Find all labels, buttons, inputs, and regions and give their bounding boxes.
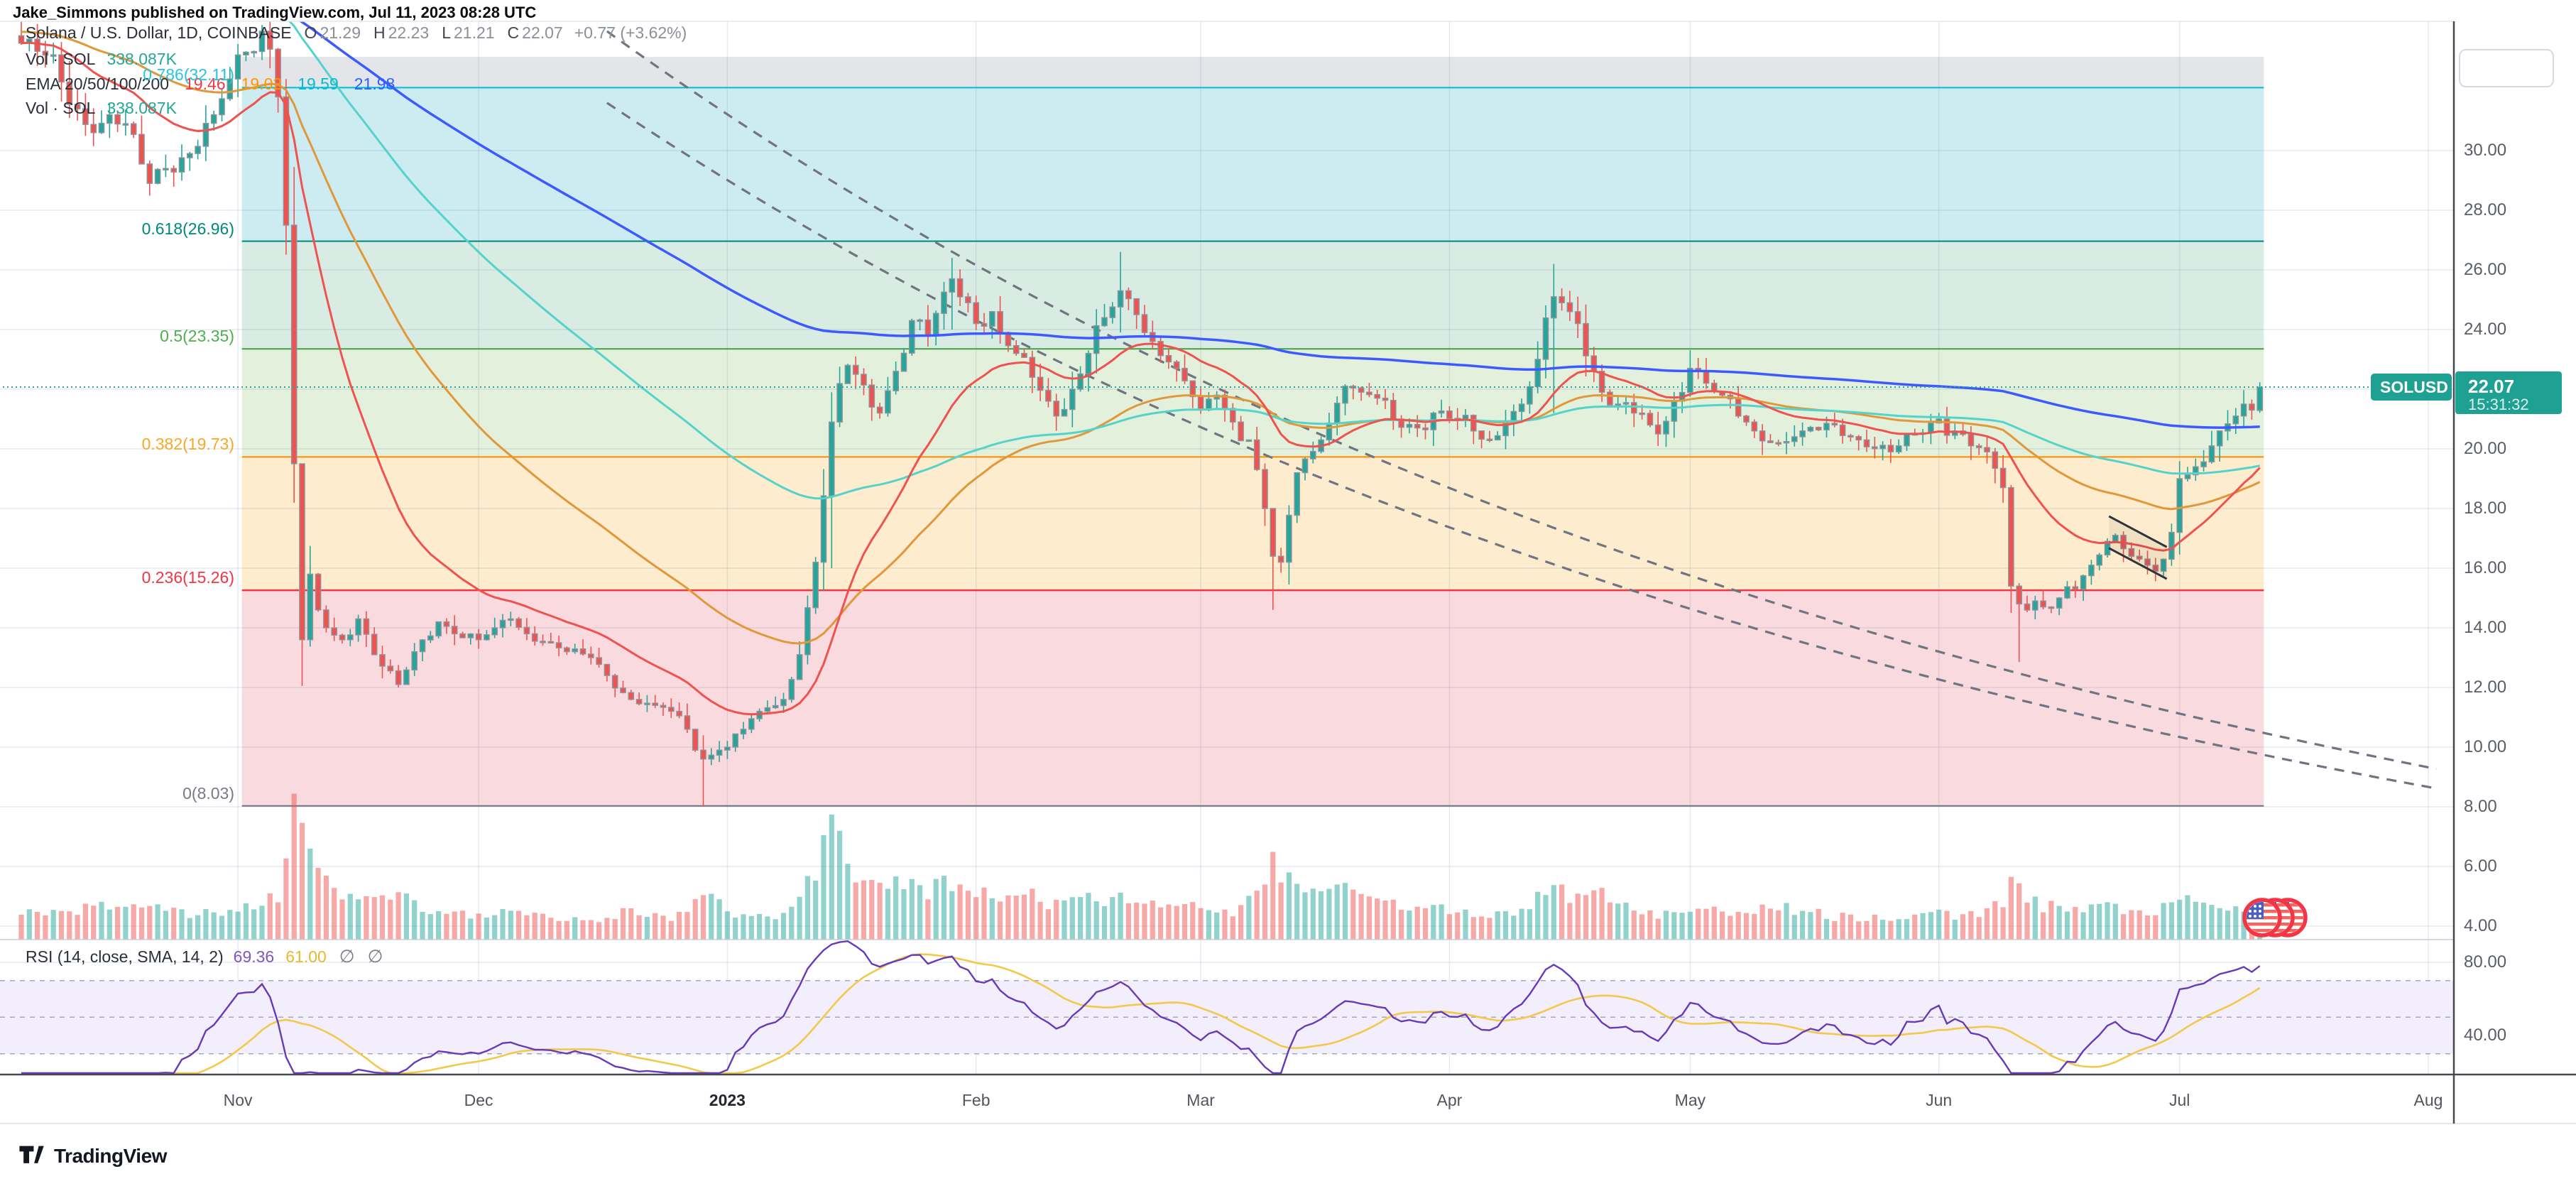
volume-legend-row-2[interactable]: Vol · SOL 338.087K	[26, 99, 177, 118]
fib-retracement-zones	[241, 57, 2264, 806]
rsi-tick: 40.00	[2464, 1026, 2507, 1045]
symbol-legend-row[interactable]: Solana / U.S. Dollar, 1D, COINBASE O 21.29…	[26, 23, 687, 43]
fib-retracement-lines[interactable]	[241, 87, 2264, 807]
time-axis-label: Nov	[223, 1091, 253, 1109]
time-axis-label: 2023	[709, 1091, 746, 1109]
attribution-text: Jake_Simmons published on TradingView.co…	[13, 4, 537, 21]
bull-flag-channel[interactable]	[2108, 515, 2168, 580]
ema-label: EMA 20/50/100/200	[26, 75, 170, 93]
ema-values: 19.46 19.02 19.59 21.98	[169, 75, 395, 93]
ema-value: 19.02	[241, 75, 283, 93]
rsi-tick: 80.00	[2464, 952, 2507, 972]
price-tick: 10.00	[2464, 737, 2507, 756]
change-value: +0.77 (+3.62%)	[574, 23, 687, 42]
price-tick: 24.00	[2464, 320, 2507, 339]
ema-lines	[21, 21, 2261, 716]
price-tick: 16.00	[2464, 558, 2507, 577]
axis-price-tag-bg	[2455, 371, 2562, 415]
time-axis-label: Apr	[1436, 1091, 1463, 1109]
ema-legend-row[interactable]: EMA 20/50/100/200 19.46 19.02 19.59 21.98	[26, 75, 395, 94]
ohlc-number: 22.23	[388, 23, 430, 42]
volume-legend-row[interactable]: Vol · SOL 338.087K	[26, 50, 177, 69]
price-tick: 28.00	[2464, 200, 2507, 219]
pane-borders	[0, 21, 2576, 1124]
time-axis-label: Aug	[2413, 1091, 2443, 1109]
time-axis-label: May	[1674, 1091, 1706, 1109]
rsi-empty-icon-2: ∅	[367, 947, 383, 967]
time-axis-label: Feb	[961, 1091, 990, 1109]
price-tick: 26.00	[2464, 260, 2507, 279]
price-tick: 14.00	[2464, 618, 2507, 637]
ema-value: 19.59	[298, 75, 339, 93]
ohlc-number: 22.07	[522, 23, 563, 42]
candlestick-series	[18, 21, 2264, 807]
fib-level-label: 0.618(26.96)	[141, 219, 234, 238]
bar-countdown-label: 15:31:32	[2468, 396, 2529, 414]
ohlc-number: 21.21	[453, 23, 495, 42]
us-flag-coins-icon	[2242, 898, 2308, 937]
rsi-sma-value: 61.00	[285, 947, 327, 966]
rsi-pane[interactable]	[0, 940, 2454, 1075]
time-axis-label: Mar	[1186, 1091, 1215, 1109]
ema-value: 21.98	[354, 75, 395, 93]
price-tick: 4.00	[2464, 916, 2497, 935]
symbol-price-tag: SOLUSD	[2380, 378, 2448, 397]
ema-value: 19.46	[185, 75, 226, 93]
fib-level-label: 0.786(32.11)	[143, 65, 234, 85]
price-tick: 6.00	[2464, 856, 2497, 876]
ohlc-letter: L	[442, 23, 451, 42]
tradingview-icon	[18, 1142, 47, 1170]
symbol-title: Solana / U.S. Dollar, 1D, COINBASE	[26, 23, 292, 42]
price-tick: 8.00	[2464, 797, 2497, 816]
ohlc-number: 21.29	[320, 23, 361, 42]
descending-trendlines[interactable]	[606, 30, 2437, 790]
axis-empty-label-box	[2459, 49, 2554, 87]
price-tick: 18.00	[2464, 499, 2507, 518]
price-tick: 20.00	[2464, 439, 2507, 458]
time-axis-label: Dec	[464, 1091, 493, 1109]
time-axis-label: Jun	[1926, 1091, 1953, 1109]
ohlc-letter: O	[304, 23, 317, 42]
volume-value-2: 338.087K	[107, 99, 177, 117]
price-tick: 30.00	[2464, 141, 2507, 160]
ohlc-letter: C	[507, 23, 520, 42]
ohlc-values: O 21.29 H 22.23 L 21.21 C 22.07	[292, 23, 563, 42]
fib-level-label: 0(8.03)	[182, 783, 234, 803]
volume-label-2: Vol · SOL	[26, 99, 96, 117]
volume-series	[18, 793, 2263, 940]
fib-level-label: 0.236(15.26)	[141, 568, 234, 587]
time-axis-label: Jul	[2168, 1091, 2190, 1109]
ohlc-letter: H	[373, 23, 386, 42]
fib-level-label: 0.5(23.35)	[160, 327, 234, 346]
tradingview-wordmark: TradingView	[54, 1144, 167, 1167]
rsi-value: 69.36	[233, 947, 275, 966]
rsi-empty-icon: ∅	[339, 947, 355, 967]
rsi-line	[21, 940, 2261, 1075]
symbol-price-tag-bg	[2371, 374, 2452, 401]
fib-level-label: 0.382(19.73)	[141, 435, 234, 454]
tradingview-logo-link[interactable]: TradingView	[18, 1142, 167, 1170]
volume-label: Vol · SOL	[26, 50, 96, 68]
rsi-label: RSI (14, close, SMA, 14, 2)	[26, 947, 224, 966]
current-price-label: 22.07	[2468, 376, 2515, 398]
volume-value: 338.087K	[107, 50, 177, 68]
rsi-legend-row[interactable]: RSI (14, close, SMA, 14, 2) 69.36 61.00 ∅ ∅	[26, 946, 383, 967]
price-tick: 12.00	[2464, 678, 2507, 697]
